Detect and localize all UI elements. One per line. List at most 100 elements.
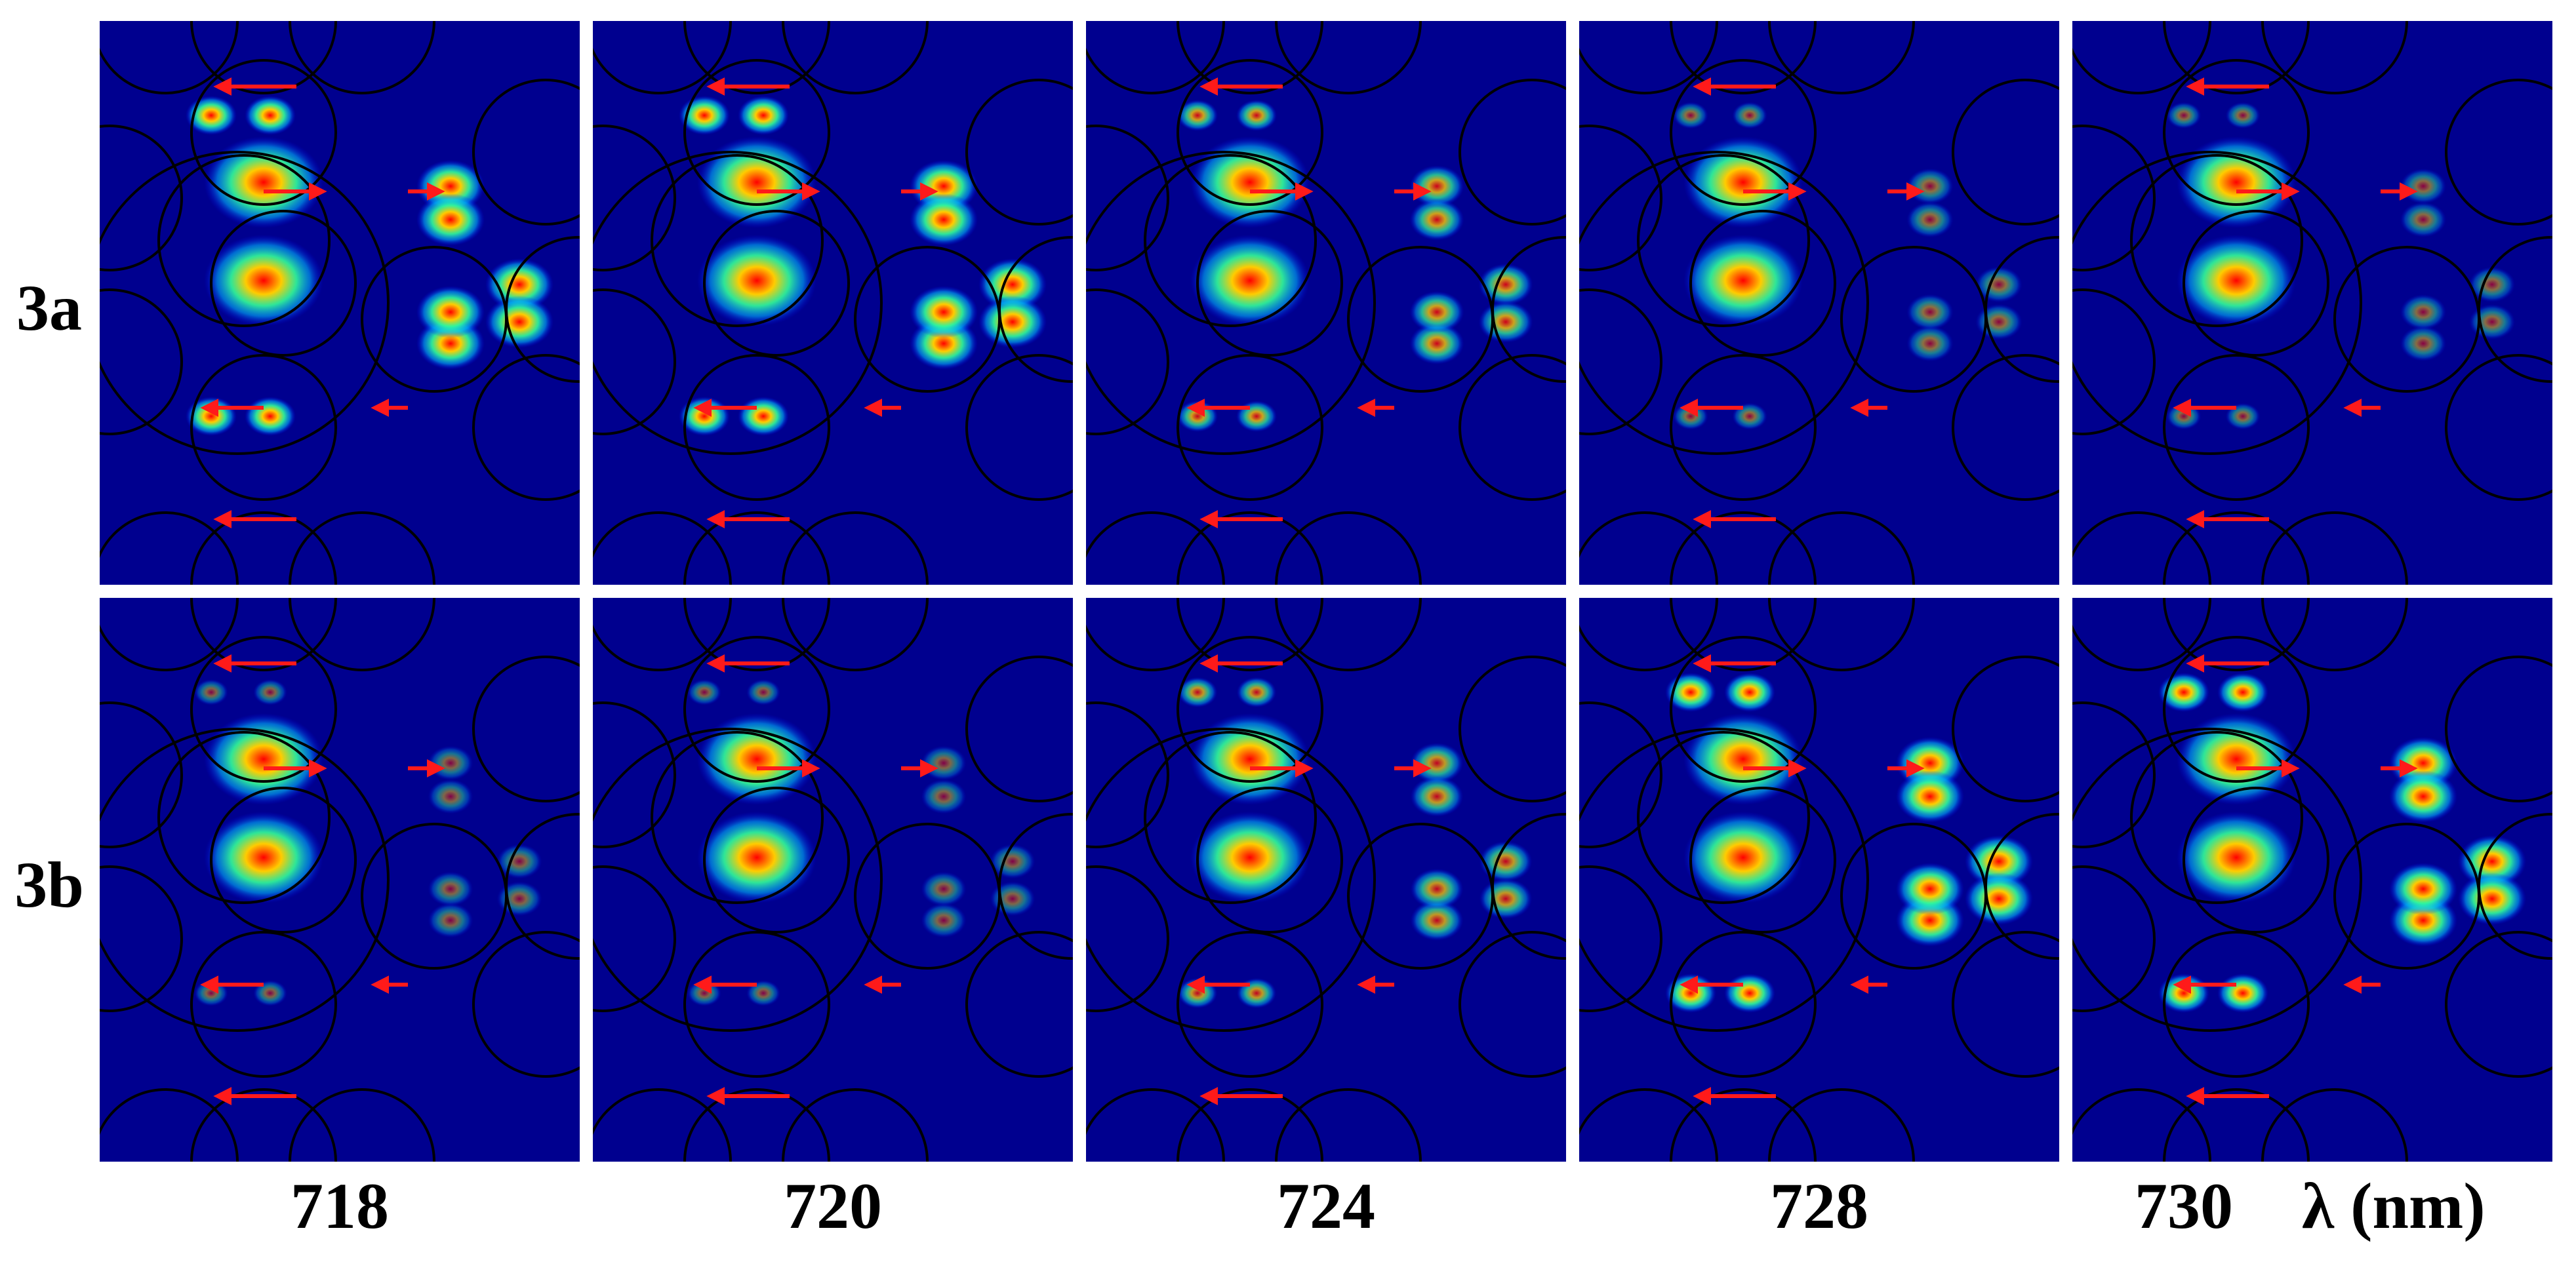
rod-outline — [100, 125, 183, 271]
rod-outline — [1670, 636, 1817, 783]
rod-outlines — [100, 598, 580, 1162]
wavelength-label-724: 724 — [1277, 1170, 1375, 1242]
flux-arrow-head — [1413, 182, 1432, 201]
rod-outline — [1579, 701, 1662, 848]
rod-outline — [2445, 354, 2552, 501]
rod-outline — [703, 210, 850, 357]
field-spot — [697, 235, 816, 326]
field-spot — [687, 679, 721, 705]
rod-outline — [289, 511, 435, 585]
rod-outline — [593, 598, 732, 671]
rod-outline — [2163, 21, 2310, 94]
rod-outline — [2072, 288, 2156, 435]
rod-outline — [2163, 59, 2310, 206]
flux-arrow-head — [706, 1087, 725, 1105]
field-spot — [1409, 199, 1464, 241]
rod-outline — [1459, 656, 1566, 802]
field-spot — [921, 745, 967, 781]
flux-arrow-head — [2186, 77, 2204, 96]
flux-arrow-head — [1295, 182, 1314, 201]
poynting-arrows — [1186, 77, 1432, 528]
rod-outline — [2072, 598, 2211, 671]
field-spot — [1190, 136, 1310, 228]
rod-outline — [683, 511, 830, 585]
rod-outlines — [2072, 21, 2552, 585]
field-spot — [697, 812, 816, 903]
rod-outlines — [1579, 21, 2059, 585]
ring-outline — [100, 728, 390, 1032]
rod-outline — [1491, 236, 1566, 383]
field-spot — [428, 745, 473, 781]
rod-outline — [472, 931, 580, 1078]
field-spot — [1478, 264, 1533, 305]
rod-outline — [1177, 636, 1323, 783]
rod-outline — [1579, 598, 1718, 671]
field-spot — [1409, 165, 1464, 207]
field-map-svg — [1579, 21, 2059, 585]
flux-arrow-head — [1295, 759, 1314, 777]
field-spot — [1896, 863, 1964, 915]
field-spot — [921, 779, 967, 814]
rod-outline — [289, 598, 435, 671]
panel-3b-718 — [100, 598, 580, 1162]
field-spot — [186, 96, 237, 135]
flux-arrow-head — [1199, 654, 1218, 673]
field-spot — [1479, 841, 1533, 882]
flux-arrow-head — [2173, 399, 2191, 417]
rod-outline — [190, 931, 337, 1078]
rod-outline — [505, 813, 580, 960]
rod-outline — [1952, 656, 2059, 802]
rod-outline — [1768, 511, 1915, 585]
rod-outline — [2163, 931, 2310, 1078]
rod-outline — [100, 1088, 239, 1162]
rod-outline — [965, 354, 1073, 501]
rod-outline — [703, 787, 850, 934]
flux-arrow-head — [1693, 510, 1711, 528]
rod-outline — [1984, 813, 2059, 960]
rod-outline — [782, 21, 929, 94]
rod-outline — [683, 59, 830, 206]
flux-arrow-head — [864, 399, 882, 417]
field-spot — [194, 679, 228, 705]
flux-arrow-head — [309, 182, 327, 201]
field-spot — [738, 397, 789, 436]
field-spot — [746, 980, 780, 1006]
rod-outline — [100, 288, 183, 435]
rod-outlines — [1579, 598, 2059, 1162]
rod-outline — [1952, 354, 2059, 501]
rod-outline — [190, 598, 337, 671]
rod-outline — [683, 931, 830, 1078]
poynting-arrows — [1680, 77, 1925, 528]
flux-arrow-head — [2282, 759, 2300, 777]
panel-3b-730 — [2072, 598, 2552, 1162]
field-spot — [2400, 294, 2447, 330]
field-spot — [1190, 235, 1310, 326]
rod-outline — [2261, 511, 2408, 585]
flux-arrow-head — [213, 654, 231, 673]
rod-outline — [683, 354, 830, 501]
flux-arrow-head — [427, 182, 445, 201]
field-spot — [1665, 673, 1716, 712]
rod-outline — [1196, 210, 1343, 357]
field-spot — [1683, 713, 1803, 805]
flux-arrow-head — [2400, 182, 2418, 201]
flux-arrow-head — [802, 759, 820, 777]
rod-outline — [2478, 236, 2552, 383]
rod-outline — [1768, 598, 1915, 671]
rod-outline — [1177, 21, 1323, 94]
field-intensity-spots — [194, 679, 542, 1006]
rod-outline — [593, 288, 676, 435]
poynting-arrows — [1186, 654, 1432, 1105]
field-spot — [1236, 401, 1278, 432]
field-spot — [1410, 869, 1464, 909]
rod-outline — [1086, 701, 1169, 848]
flux-arrow-head — [371, 399, 389, 417]
field-spot — [687, 980, 721, 1006]
rod-outline — [289, 1088, 435, 1162]
rod-outline — [1086, 21, 1225, 94]
field-spot — [1975, 304, 2023, 340]
panel-3a-724 — [1086, 21, 1566, 585]
flux-arrow-head — [2400, 759, 2418, 777]
field-spot — [1410, 900, 1464, 941]
field-map-svg — [593, 21, 1073, 585]
